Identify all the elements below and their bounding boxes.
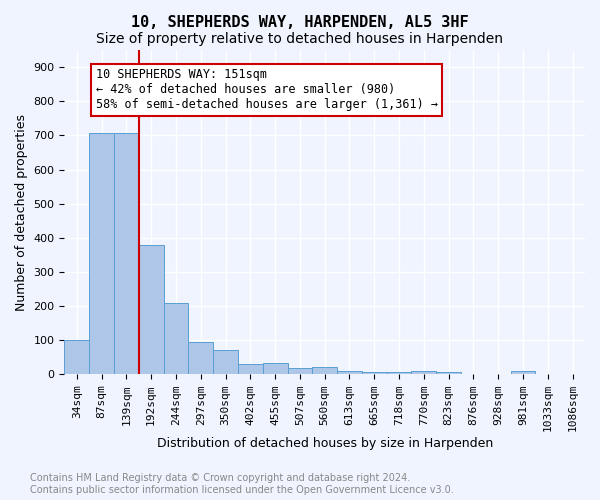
- Bar: [287, 368, 313, 374]
- Y-axis label: Number of detached properties: Number of detached properties: [15, 114, 28, 310]
- Bar: [436, 372, 461, 374]
- Bar: [238, 364, 263, 374]
- Text: 10 SHEPHERDS WAY: 151sqm
← 42% of detached houses are smaller (980)
58% of semi-: 10 SHEPHERDS WAY: 151sqm ← 42% of detach…: [95, 68, 437, 112]
- Bar: [263, 363, 287, 374]
- Bar: [188, 342, 213, 374]
- X-axis label: Distribution of detached houses by size in Harpenden: Distribution of detached houses by size …: [157, 437, 493, 450]
- Bar: [412, 372, 436, 374]
- Bar: [114, 133, 139, 374]
- Bar: [386, 372, 412, 374]
- Bar: [89, 133, 114, 374]
- Bar: [313, 367, 337, 374]
- Text: Contains HM Land Registry data © Crown copyright and database right 2024.
Contai: Contains HM Land Registry data © Crown c…: [30, 474, 454, 495]
- Bar: [139, 246, 164, 374]
- Bar: [337, 371, 362, 374]
- Bar: [213, 350, 238, 374]
- Text: Size of property relative to detached houses in Harpenden: Size of property relative to detached ho…: [97, 32, 503, 46]
- Bar: [164, 304, 188, 374]
- Bar: [64, 340, 89, 374]
- Bar: [362, 372, 386, 374]
- Bar: [511, 371, 535, 374]
- Text: 10, SHEPHERDS WAY, HARPENDEN, AL5 3HF: 10, SHEPHERDS WAY, HARPENDEN, AL5 3HF: [131, 15, 469, 30]
